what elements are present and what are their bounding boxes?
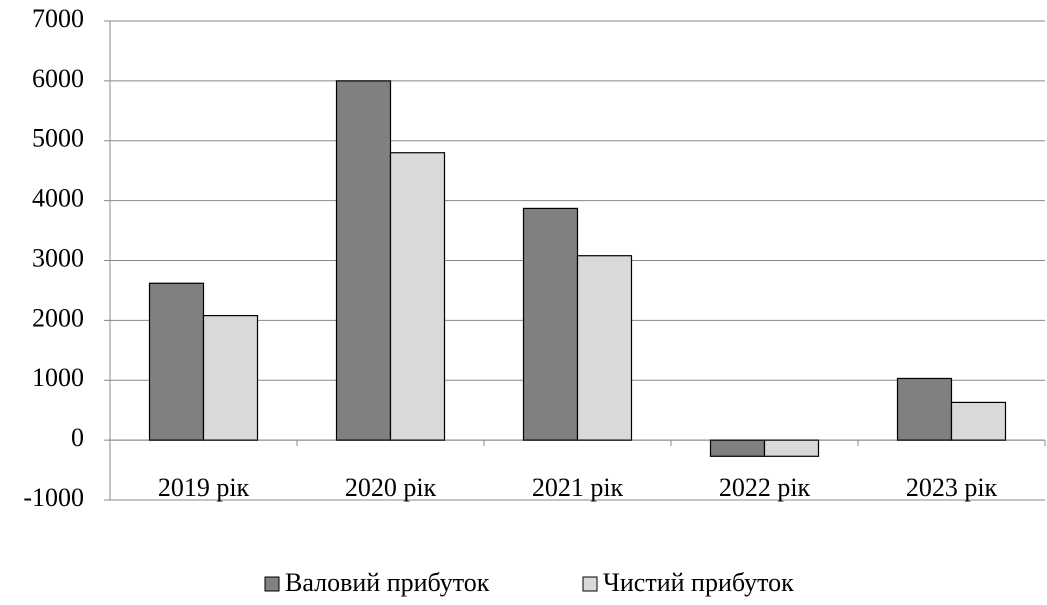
bar: [950, 401, 1007, 441]
bar: [335, 80, 392, 441]
x-tick-label: 2022 рік: [719, 473, 811, 502]
y-tick-label: 6000: [32, 64, 84, 93]
bar: [148, 282, 205, 441]
bar: [709, 439, 766, 457]
y-tick-label: 0: [71, 423, 84, 452]
bar: [763, 439, 820, 457]
x-tick-label: 2023 рік: [906, 473, 998, 502]
bar: [576, 255, 633, 441]
legend-swatch: [582, 576, 598, 592]
y-tick-label: 1000: [32, 363, 84, 392]
y-tick-label: 2000: [32, 303, 84, 332]
bar: [896, 377, 953, 441]
y-tick-label: 3000: [32, 243, 84, 272]
y-tick-label: 7000: [32, 4, 84, 33]
bar: [389, 152, 446, 441]
x-tick-label: 2019 рік: [158, 473, 250, 502]
legend-label: Чистий прибуток: [603, 568, 794, 597]
x-tick-label: 2021 рік: [532, 473, 624, 502]
x-tick-label: 2020 рік: [345, 473, 437, 502]
bar: [202, 314, 259, 441]
legend-swatch: [264, 576, 280, 592]
y-tick-label: 4000: [32, 184, 84, 213]
bar: [522, 207, 579, 441]
y-tick-label: -1000: [23, 483, 84, 512]
legend-label: Валовий прибуток: [285, 568, 490, 597]
y-tick-label: 5000: [32, 124, 84, 153]
